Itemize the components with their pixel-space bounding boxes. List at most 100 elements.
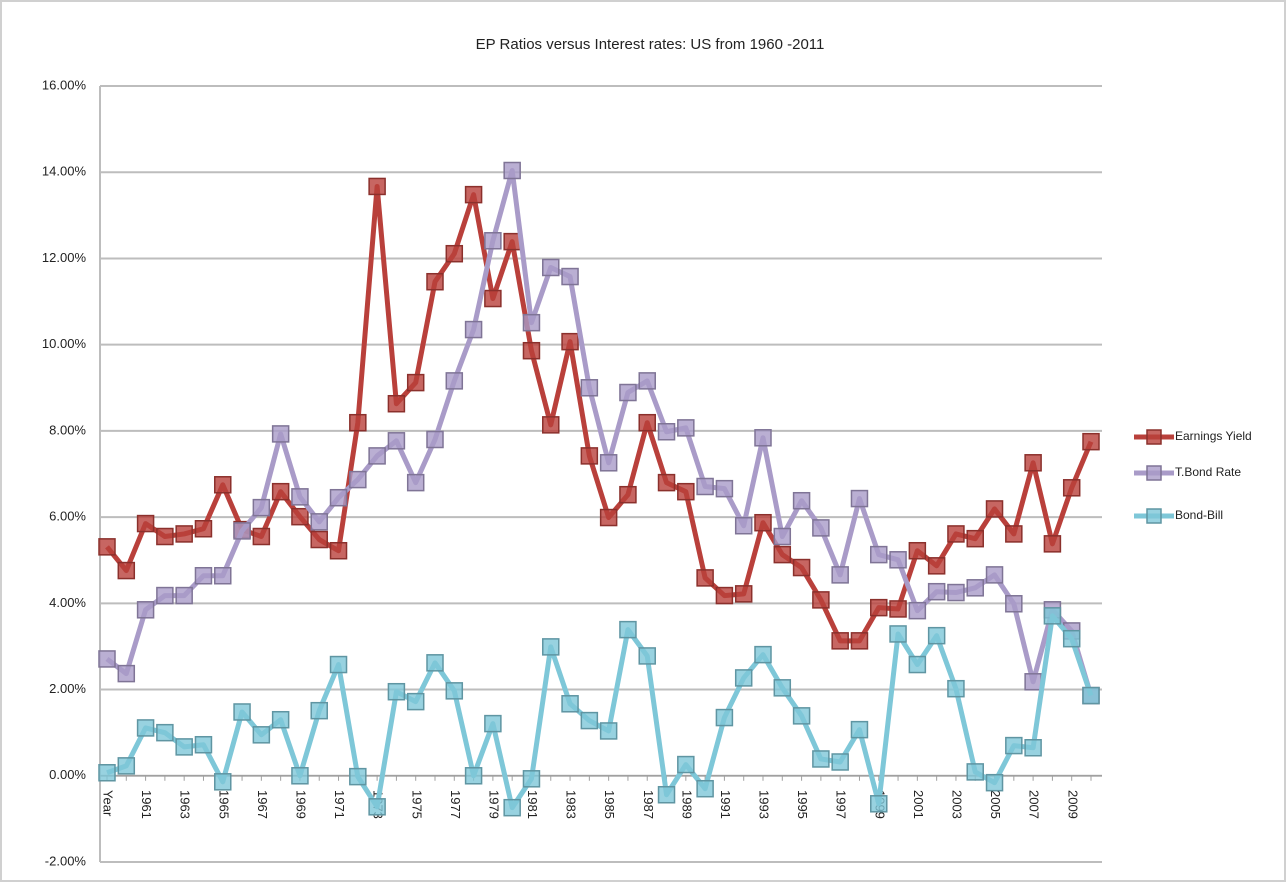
point-marker: [831, 632, 849, 650]
point-marker: [156, 723, 174, 742]
point-marker: [831, 753, 849, 771]
x-tick-label: 1989: [679, 790, 694, 819]
point-marker: [426, 430, 444, 449]
point-marker: [175, 738, 193, 756]
point-marker: [136, 514, 155, 533]
point-marker: [870, 545, 888, 564]
point-marker: [214, 773, 232, 791]
series-line: [105, 167, 1094, 697]
point-marker: [677, 755, 695, 774]
point-marker: [426, 272, 444, 291]
x-tick-label: 1987: [641, 790, 656, 819]
x-tick-label: 2009: [1065, 790, 1080, 819]
point-marker: [252, 726, 271, 744]
point-marker: [484, 714, 502, 733]
point-marker: [426, 654, 444, 672]
y-tick-label: 16.00%: [42, 77, 87, 92]
x-tick-label: 1977: [448, 790, 463, 819]
legend-marker: [1146, 465, 1162, 481]
point-marker: [1005, 525, 1023, 543]
point-marker: [966, 763, 984, 781]
point-marker: [850, 720, 869, 739]
y-tick-label: 6.00%: [49, 509, 86, 524]
point-marker: [599, 454, 618, 472]
point-marker: [117, 757, 136, 775]
point-marker: [156, 527, 174, 546]
point-marker: [445, 372, 464, 390]
y-tick-label: 8.00%: [49, 422, 86, 437]
point-marker: [214, 566, 232, 585]
point-marker: [387, 394, 406, 413]
point-marker: [966, 529, 984, 548]
x-tick-label: 1971: [332, 790, 347, 819]
point-marker: [349, 767, 367, 786]
point-marker: [117, 561, 136, 580]
point-marker: [310, 701, 328, 720]
legend-label: Bond-Bill: [1175, 508, 1223, 522]
point-marker: [715, 586, 734, 605]
point-marker: [870, 795, 888, 813]
point-marker: [889, 551, 907, 569]
x-tick-label: 2005: [988, 790, 1003, 819]
point-marker: [638, 647, 656, 665]
point-marker: [619, 620, 637, 639]
point-marker: [175, 525, 193, 543]
point-marker: [773, 527, 792, 546]
x-tick-label: 1981: [525, 790, 540, 819]
point-marker: [985, 566, 1004, 584]
point-marker: [1043, 607, 1062, 625]
legend-marker: [1146, 429, 1162, 445]
point-marker: [696, 569, 714, 587]
point-marker: [522, 341, 541, 360]
point-marker: [522, 313, 541, 332]
point-marker: [522, 770, 541, 788]
point-marker: [580, 711, 599, 730]
x-tick-label: 1969: [294, 790, 309, 819]
point-marker: [233, 703, 251, 721]
point-marker: [368, 177, 386, 196]
x-tick-label: 1963: [178, 790, 193, 819]
point-marker: [542, 638, 560, 656]
point-marker: [503, 161, 521, 180]
point-marker: [1024, 454, 1042, 472]
point-marker: [1082, 686, 1100, 705]
point-marker: [677, 482, 695, 501]
point-marker: [387, 432, 406, 450]
y-tick-label: 0.00%: [49, 767, 86, 782]
x-tick-label: 2003: [950, 790, 965, 819]
point-marker: [406, 473, 425, 492]
x-tick-label: 1985: [602, 790, 617, 819]
point-marker: [657, 423, 676, 441]
chart-title: EP Ratios versus Interest rates: US from…: [476, 36, 825, 53]
point-marker: [561, 695, 579, 713]
point-marker: [310, 513, 328, 531]
point-marker: [657, 473, 676, 492]
point-marker: [561, 267, 579, 286]
point-marker: [734, 516, 753, 535]
point-marker: [677, 419, 695, 437]
y-tick-label: -2.00%: [45, 853, 87, 868]
point-marker: [136, 601, 155, 619]
point-marker: [464, 185, 483, 204]
point-marker: [734, 585, 753, 603]
point-marker: [136, 719, 155, 737]
point-marker: [734, 669, 753, 687]
point-marker: [908, 655, 927, 674]
point-marker: [792, 558, 811, 577]
x-tick-label: 1979: [486, 790, 501, 819]
point-marker: [117, 664, 136, 683]
point-marker: [98, 650, 116, 668]
point-marker: [503, 798, 521, 817]
x-tick-label: 2007: [1027, 790, 1042, 819]
point-marker: [252, 498, 271, 517]
point-marker: [985, 773, 1004, 792]
point-marker: [696, 779, 714, 798]
point-marker: [1024, 739, 1042, 757]
point-marker: [850, 632, 869, 650]
point-marker: [156, 586, 174, 605]
series-line: [105, 183, 1094, 644]
point-marker: [271, 425, 290, 443]
point-marker: [271, 482, 290, 501]
y-tick-label: 2.00%: [49, 681, 86, 696]
x-tick-label: 2001: [911, 790, 926, 819]
